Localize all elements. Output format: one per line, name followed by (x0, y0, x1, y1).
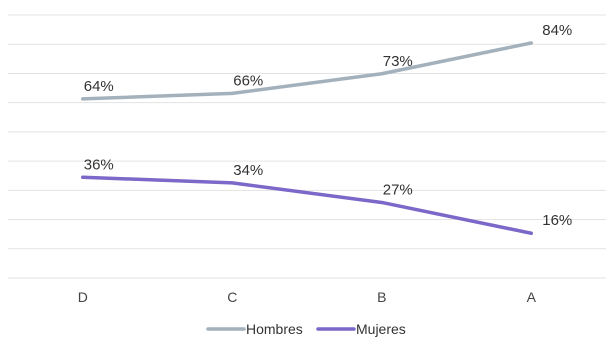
gridlines (8, 14, 606, 279)
data-label: 36% (84, 156, 114, 173)
series-lines (81, 41, 533, 235)
data-label: 66% (233, 72, 263, 89)
x-tick-label: C (227, 289, 237, 305)
data-label: 64% (84, 78, 114, 95)
data-label: 27% (383, 181, 413, 198)
data-labels: 64% 66% 73% 84% 36% 34% 27% 16% (84, 22, 573, 229)
legend-label: Mujeres (356, 321, 406, 337)
data-label: 84% (542, 22, 572, 39)
data-label: 73% (383, 53, 413, 70)
x-tick-label: B (377, 289, 386, 305)
x-tick-label: A (527, 289, 537, 305)
data-label: 34% (233, 162, 263, 179)
legend-label: Hombres (246, 321, 303, 337)
series-line-hombres (81, 41, 533, 101)
data-label: 16% (542, 212, 572, 229)
legend: Hombres Mujeres (206, 321, 406, 337)
series-line-mujeres (81, 175, 533, 235)
x-tick-label: D (78, 289, 88, 305)
